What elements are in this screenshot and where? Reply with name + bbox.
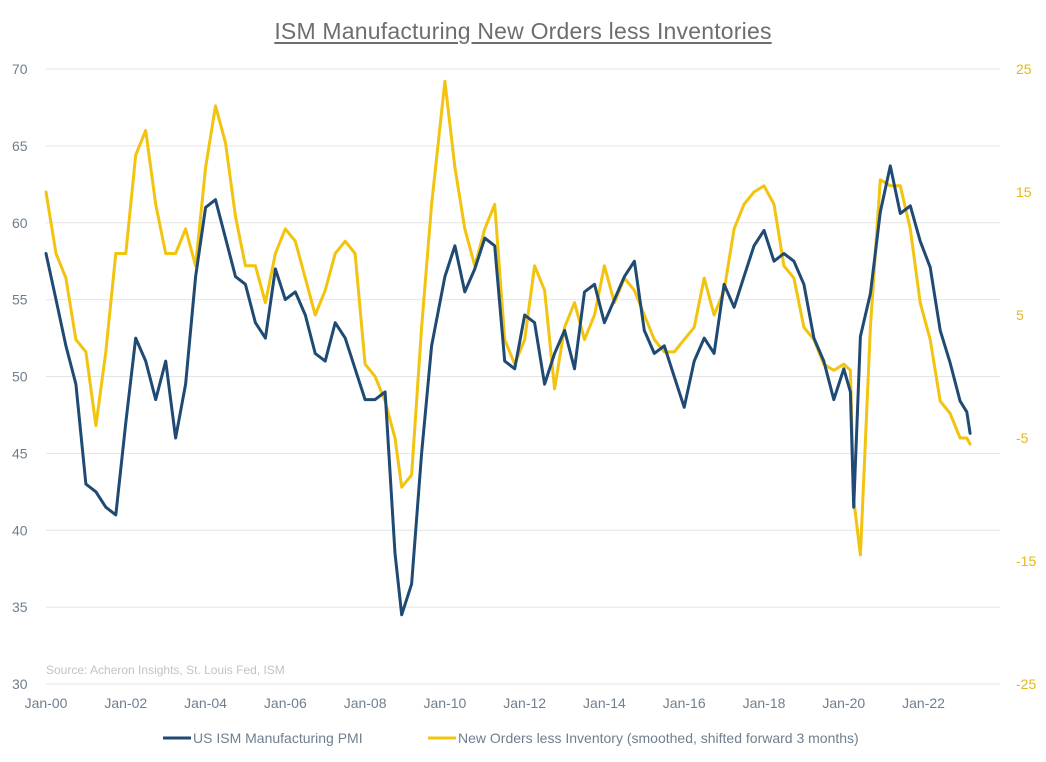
chart-title: ISM Manufacturing New Orders less Invent…: [274, 18, 772, 44]
x-tick-label: Jan-08: [344, 695, 387, 711]
source-note: Source: Acheron Insights, St. Louis Fed,…: [46, 663, 285, 677]
legend-label-pmi: US ISM Manufacturing PMI: [193, 730, 363, 746]
left-tick-label: 70: [12, 61, 28, 77]
left-tick-label: 45: [12, 445, 28, 461]
left-axis-ticks: 30 35 40 45 50 55 60 65 70: [12, 61, 28, 692]
x-tick-label: Jan-00: [25, 695, 68, 711]
x-axis-ticks: Jan-00 Jan-02 Jan-04 Jan-06 Jan-08 Jan-10 Jan-…: [25, 695, 946, 711]
left-tick-label: 40: [12, 522, 28, 538]
new-orders-series-line: [44, 79, 972, 557]
right-tick-label: -25: [1016, 676, 1036, 692]
series-lines: [44, 79, 972, 617]
left-tick-label: 55: [12, 292, 28, 308]
left-tick-label: 60: [12, 215, 28, 231]
x-tick-label: Jan-04: [184, 695, 227, 711]
legend-label-new-orders: New Orders less Inventory (smoothed, shi…: [458, 730, 859, 746]
x-tick-label: Jan-20: [822, 695, 865, 711]
x-tick-label: Jan-12: [503, 695, 546, 711]
x-tick-label: Jan-14: [583, 695, 626, 711]
x-tick-label: Jan-16: [663, 695, 706, 711]
x-tick-label: Jan-10: [423, 695, 466, 711]
legend: US ISM Manufacturing PMI New Orders less …: [163, 730, 859, 746]
right-axis-ticks: -25 -15 -5 5 15 25: [1016, 61, 1036, 692]
right-tick-label: -15: [1016, 553, 1036, 569]
x-tick-label: Jan-06: [264, 695, 307, 711]
grid-lines: [46, 68, 1000, 685]
left-tick-label: 50: [12, 369, 28, 385]
x-tick-label: Jan-02: [104, 695, 147, 711]
right-tick-label: -5: [1016, 430, 1029, 446]
right-tick-label: 15: [1016, 184, 1032, 200]
x-tick-label: Jan-18: [743, 695, 786, 711]
right-tick-label: 5: [1016, 307, 1024, 323]
left-tick-label: 65: [12, 138, 28, 154]
right-tick-label: 25: [1016, 61, 1032, 77]
pmi-series-line: [44, 164, 972, 617]
x-tick-label: Jan-22: [902, 695, 945, 711]
left-tick-label: 35: [12, 599, 28, 615]
left-tick-label: 30: [12, 676, 28, 692]
